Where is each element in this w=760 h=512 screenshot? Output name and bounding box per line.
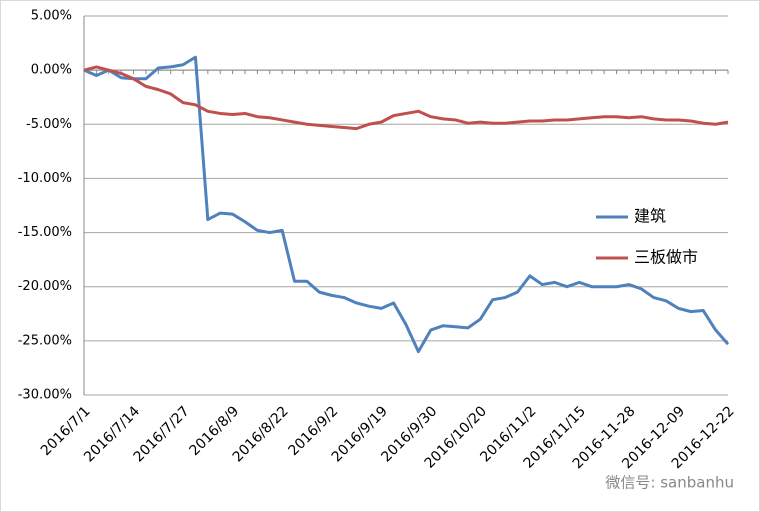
y-tick-label: -15.00% bbox=[18, 225, 72, 240]
y-tick-label: -10.00% bbox=[18, 171, 72, 186]
y-tick-label: 5.00% bbox=[31, 9, 72, 24]
series-line bbox=[83, 65, 729, 131]
series-line bbox=[83, 55, 730, 354]
y-tick-label: -20.00% bbox=[18, 279, 72, 294]
watermark: 微信号: sanbanhu bbox=[605, 474, 734, 492]
y-tick-label: -25.00% bbox=[18, 333, 72, 348]
legend-label: 建筑 bbox=[634, 207, 666, 226]
y-tick-label: -5.00% bbox=[26, 117, 72, 132]
legend-label: 三板做市 bbox=[634, 248, 698, 267]
y-tick-label: 0.00% bbox=[31, 63, 72, 78]
y-tick-label: -30.00% bbox=[18, 388, 72, 403]
